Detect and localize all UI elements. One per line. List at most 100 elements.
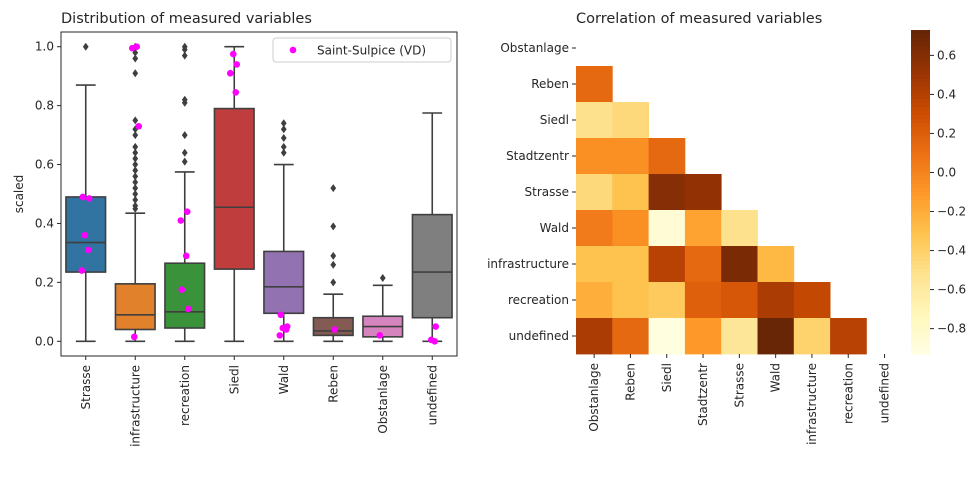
colorbar-segment (911, 179, 930, 185)
colorbar-segment (911, 183, 930, 189)
highlight-point (226, 69, 234, 77)
highlight-point (376, 332, 384, 339)
heatmap-cell (684, 282, 722, 319)
colorbar-segment (911, 139, 930, 144)
heatmap-cell (576, 66, 613, 103)
colorbar-segment (911, 329, 930, 335)
legend-box (272, 37, 452, 63)
outlier-point (132, 201, 139, 210)
outlier-point (280, 142, 287, 151)
colorbar-segment (911, 66, 930, 72)
colorbar-segment (911, 143, 930, 149)
highlight-point (182, 252, 190, 260)
y-tick-label: 0.4 (35, 216, 54, 230)
colorbar-tick-label: −0.2 (937, 205, 966, 219)
colorbar-segment (911, 224, 930, 230)
colorbar-segment (911, 325, 930, 331)
outlier-point (132, 172, 139, 181)
heatmap-cell (721, 318, 758, 355)
heatmap-cell (757, 318, 795, 355)
row-label: undefined (509, 329, 569, 343)
colorbar-segment (911, 98, 930, 104)
colorbar-segment (911, 256, 930, 262)
outlier-point (330, 251, 337, 260)
heatmap-cell (576, 174, 613, 211)
col-label: undefined (878, 363, 892, 423)
iqr-box (411, 213, 453, 319)
colorbar-segment (911, 208, 930, 213)
heatmap-cell (648, 210, 686, 247)
colorbar-segment (911, 273, 930, 278)
colorbar-segment (911, 333, 930, 339)
x-tick-label: Strasse (79, 365, 93, 410)
heatmap-cell (612, 102, 649, 139)
colorbar-segment (911, 297, 930, 302)
x-tick-label: Obstanlage (376, 365, 390, 434)
colorbar: 0.6 0.4 0.2 0.0 −0.2 −0.4 −0.6 −0.8 (911, 30, 966, 355)
colorbar-segment (911, 74, 930, 80)
colorbar-segment (911, 115, 930, 120)
colorbar-segment (911, 321, 930, 327)
colorbar-segment (911, 264, 930, 270)
plot-frame (60, 31, 458, 357)
box-siedl (213, 45, 255, 343)
colorbar-segment (911, 240, 930, 246)
colorbar-segment (911, 163, 930, 169)
col-label: Stadtzentr (696, 363, 710, 426)
highlight-point (232, 89, 240, 96)
heatmap-cell (612, 138, 649, 175)
colorbar-segment (911, 90, 930, 96)
colorbar-segment (911, 236, 930, 242)
colorbar-segment (911, 102, 930, 108)
colorbar-segment (911, 131, 930, 136)
colorbar-segment (911, 50, 930, 55)
y-axis-label: scaled (12, 175, 26, 214)
colorbar-segment (911, 94, 930, 100)
colorbar-tick-label: 0.0 (937, 165, 956, 179)
col-label: Wald (769, 363, 783, 392)
colorbar-segment (911, 159, 930, 165)
colorbar-segment (911, 252, 930, 258)
x-tick-label: Reben (326, 365, 340, 403)
row-label: recreation (508, 293, 569, 307)
highlight-point (85, 195, 93, 202)
heatmap-cell (576, 282, 613, 319)
colorbar-segment (911, 309, 930, 315)
row-label: Wald (540, 221, 569, 235)
highlight-point (177, 217, 185, 224)
outlier-point (82, 42, 89, 51)
outlier-point (330, 184, 337, 193)
row-label: Strasse (525, 185, 570, 199)
colorbar-segment (911, 216, 930, 221)
outlier-point (280, 119, 287, 128)
highlight-point (276, 332, 284, 339)
colorbar-segment (911, 289, 930, 294)
col-label: Reben (623, 363, 637, 401)
x-tick-label: infrastructure (128, 365, 142, 447)
row-label: Obstanlage (500, 41, 569, 55)
colorbar-segment (911, 301, 930, 306)
colorbar-segment (911, 151, 930, 157)
colorbar-segment (911, 232, 930, 238)
colorbar-segment (911, 268, 930, 274)
colorbar-segment (911, 46, 930, 51)
heatmap-cell (612, 282, 649, 319)
colorbar-segment (911, 187, 930, 193)
box-wald (263, 119, 305, 343)
colorbar-segment (911, 58, 930, 63)
col-label: Strasse (732, 363, 746, 408)
heatmap-cell (648, 318, 686, 355)
heatmap-cell (684, 174, 722, 211)
colorbar-segment (911, 86, 930, 92)
heatmap-cell (612, 174, 649, 211)
col-label: infrastructure (805, 363, 819, 445)
colorbar-segment (911, 38, 930, 43)
heatmap-cell (684, 210, 722, 247)
colorbar-segment (911, 106, 930, 112)
colorbar-segment (911, 220, 930, 225)
x-tick-label: recreation (178, 365, 192, 426)
heatmap-cell (684, 246, 722, 283)
highlight-point (183, 208, 191, 215)
colorbar-segment (911, 305, 930, 311)
outlier-point (181, 95, 188, 104)
